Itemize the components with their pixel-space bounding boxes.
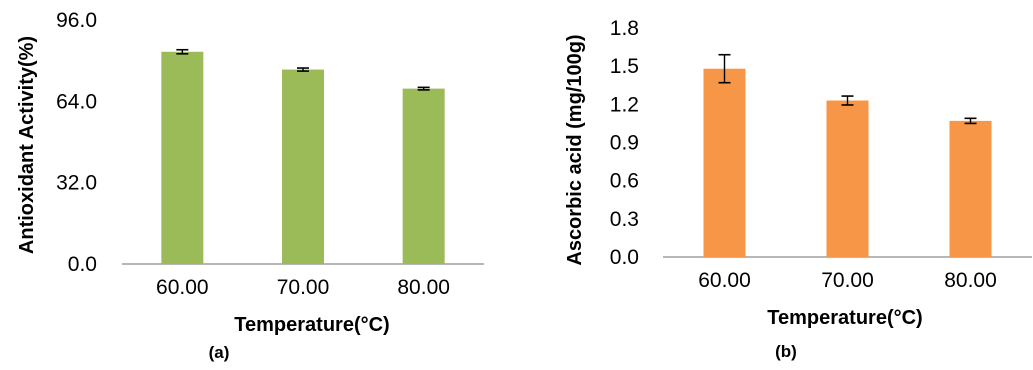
- bar: [161, 52, 203, 264]
- x-axis-title-a: Temperature(°C): [234, 314, 389, 336]
- bar: [950, 121, 992, 257]
- y-tick-label: 96.0: [56, 9, 97, 32]
- x-tick-labels-b: 60.00 70.00 80.00: [698, 269, 997, 292]
- bar: [282, 70, 324, 264]
- bar: [403, 89, 445, 264]
- y-tick-label: 1.2: [610, 93, 639, 116]
- x-tick-label: 60.00: [156, 276, 209, 299]
- y-tick-label: 64.0: [56, 90, 97, 113]
- x-tick-labels-a: 60.00 70.00 80.00: [156, 276, 450, 299]
- bar: [827, 101, 869, 257]
- bar: [704, 69, 746, 257]
- y-tick-label: 0.0: [68, 253, 97, 276]
- panel-label-b: (b): [775, 342, 797, 361]
- y-tick-label: 0.9: [610, 132, 639, 155]
- y-axis-title-a: Antioxidant Activity(%): [16, 36, 38, 254]
- y-tick-label: 0.0: [610, 246, 639, 269]
- y-axis-title-b: Ascorbic acid (mg/100g): [564, 34, 586, 265]
- bars-a: [161, 52, 444, 264]
- x-tick-label: 80.00: [944, 269, 997, 292]
- chart-panel-a: 0.0 32.0 64.0 96.0 60.00 70.00 80.00 Temperat…: [16, 9, 484, 362]
- y-tick-label: 32.0: [56, 172, 97, 195]
- y-tick-label: 1.8: [610, 17, 639, 40]
- x-tick-label: 80.00: [397, 276, 450, 299]
- x-tick-label: 70.00: [277, 276, 330, 299]
- panel-label-a: (a): [209, 343, 230, 362]
- chart-panel-b: 0.0 0.3 0.6 0.9 1.2 1.5 1.8 60.00 70.00 80.00 Te…: [564, 17, 1032, 361]
- y-tick-labels-a: 0.0 32.0 64.0 96.0: [56, 9, 97, 276]
- y-tick-label: 0.6: [610, 170, 639, 193]
- y-tick-labels-b: 0.0 0.3 0.6 0.9 1.2 1.5 1.8: [610, 17, 639, 269]
- x-axis-title-b: Temperature(°C): [767, 307, 922, 329]
- y-tick-label: 1.5: [610, 55, 639, 78]
- x-tick-label: 60.00: [698, 269, 751, 292]
- x-tick-label: 70.00: [821, 269, 874, 292]
- y-tick-label: 0.3: [610, 208, 639, 231]
